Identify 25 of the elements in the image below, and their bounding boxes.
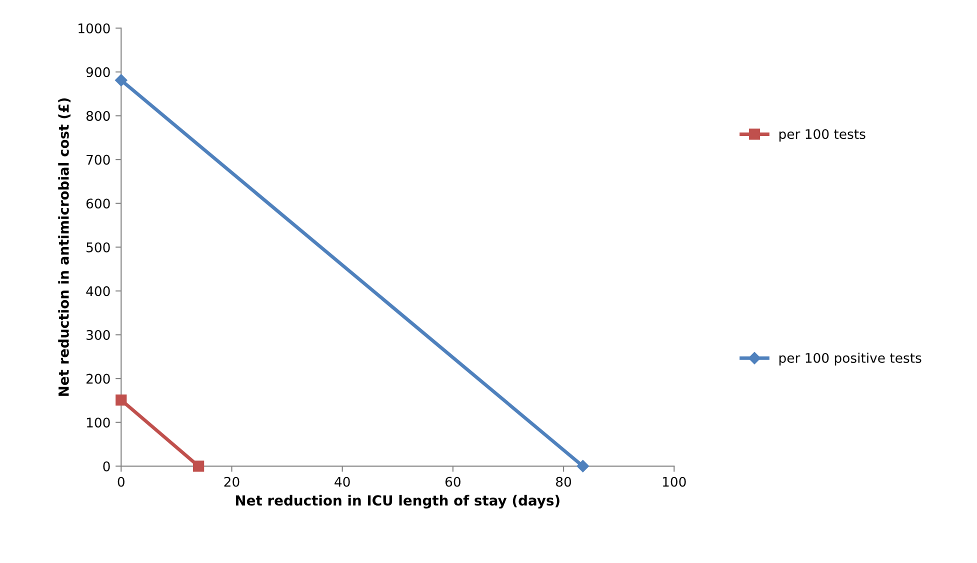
x-tick-label: 40 [334, 476, 350, 487]
y-tick-label: 400 [86, 286, 110, 296]
y-tick-label: 0 [103, 461, 110, 472]
y-tick-label: 800 [86, 110, 110, 121]
y-tick-label: 1000 [78, 23, 110, 34]
y-tick-label: 300 [86, 330, 110, 340]
y-tick-label: 200 [86, 374, 110, 384]
x-tick-label: 0 [118, 476, 124, 487]
point [116, 394, 127, 406]
legend-label: per 100 tests [779, 129, 866, 142]
point [115, 74, 128, 86]
x-tick-label: 60 [445, 476, 460, 487]
legend-label: per 100 positive tests [779, 352, 922, 366]
y-tick-label: 900 [86, 67, 110, 78]
x-axis-title: Net reduction in ICU length of stay (days) [236, 494, 560, 508]
x-tick-label: 80 [556, 476, 572, 487]
x-tick-label: 20 [224, 476, 240, 487]
y-tick-label: 700 [86, 154, 110, 165]
point [576, 460, 589, 472]
y-tick-label: 500 [86, 242, 110, 252]
x-tick-label: 100 [662, 476, 686, 487]
y-tick-label: 600 [86, 198, 110, 209]
y-tick-label: 100 [86, 418, 110, 428]
y-axis-title: Net reduction in antimicrobial cost (£) [58, 98, 71, 396]
point [193, 460, 204, 472]
